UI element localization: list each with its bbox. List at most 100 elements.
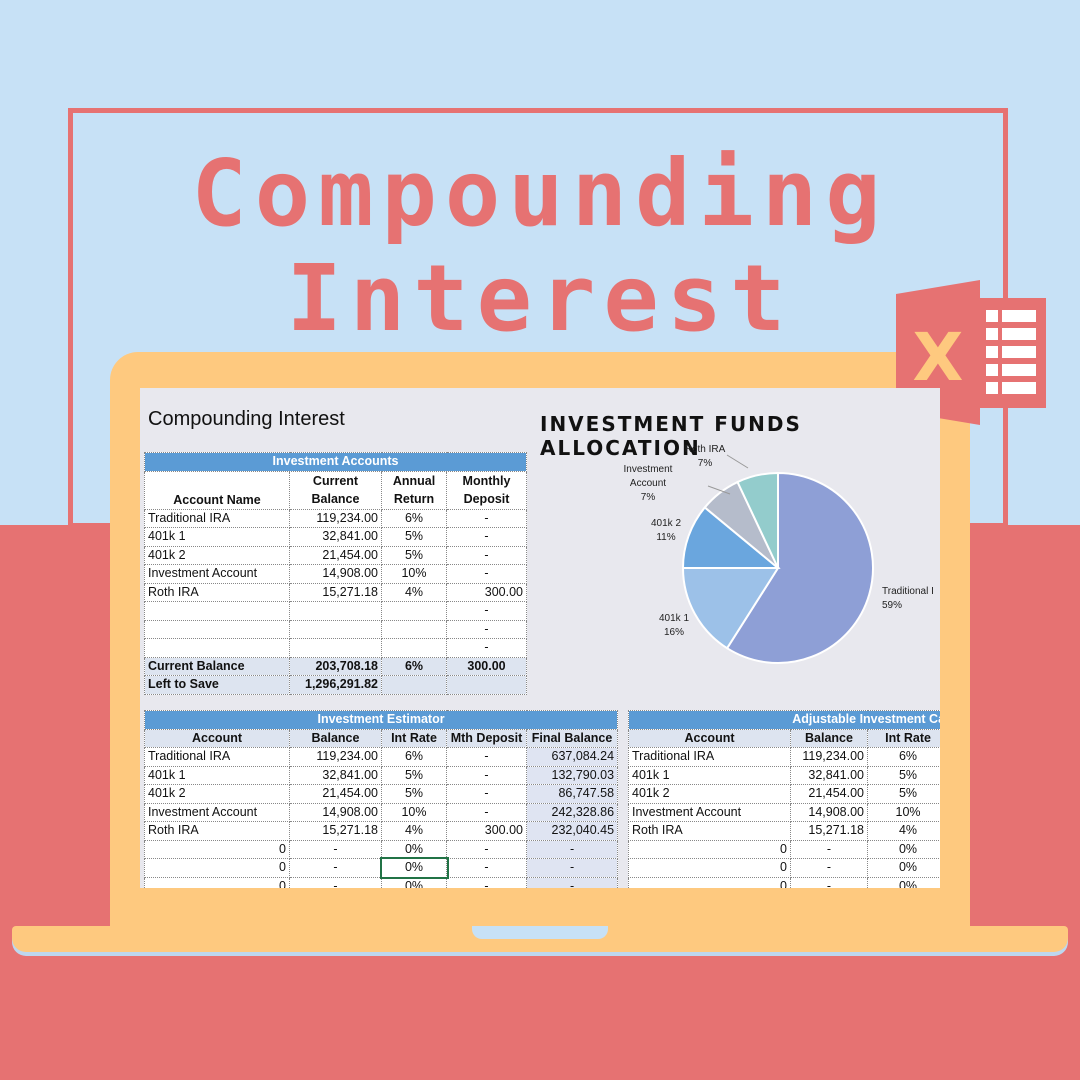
table-cell[interactable]: 21,454.00 — [790, 784, 868, 804]
table-cell[interactable]: 0 — [628, 858, 791, 878]
table-cell[interactable]: 401k 2 — [144, 784, 290, 804]
table-cell[interactable]: 5% — [866, 765, 940, 785]
table-cell[interactable]: 401k 2 — [628, 784, 791, 804]
table-cell[interactable]: 5% — [866, 784, 940, 804]
table-cell[interactable]: 401k 2 — [144, 545, 290, 565]
table-cell[interactable]: Roth IRA — [144, 821, 290, 841]
table-cell[interactable]: 0% — [866, 839, 940, 859]
table-cell[interactable]: 0% — [866, 858, 940, 878]
pie-slice-label: Roth IRA — [685, 444, 726, 455]
table-cell[interactable]: - — [289, 876, 382, 888]
table-cell[interactable]: 15,271.18 — [790, 821, 868, 841]
table-row: 0-0% — [628, 876, 940, 888]
table-cell[interactable] — [445, 675, 528, 695]
table-cell[interactable]: 10% — [866, 802, 940, 822]
table-cell[interactable]: - — [446, 747, 527, 767]
table-cell[interactable]: 0 — [144, 839, 290, 859]
table-cell[interactable]: - — [446, 765, 527, 785]
table-cell[interactable]: 0 — [144, 858, 290, 878]
table-cell[interactable]: 401k 1 — [144, 765, 290, 785]
table-cell[interactable]: 21,454.00 — [289, 545, 382, 565]
current-balance-label: Current Balance — [144, 656, 290, 676]
table-cell[interactable]: Investment Account — [628, 802, 791, 822]
estimator-table-header: Investment Estimator — [143, 710, 619, 730]
table-cell[interactable]: 0% — [379, 856, 449, 879]
table-cell[interactable]: 0 — [628, 839, 791, 859]
table-cell[interactable]: 6% — [381, 747, 447, 767]
table-cell[interactable]: - — [446, 784, 527, 804]
table-cell[interactable]: 4% — [866, 821, 940, 841]
table-cell[interactable]: 14,908.00 — [790, 802, 868, 822]
pie-slice-percent: 7% — [698, 458, 713, 469]
pie-leader-line — [726, 454, 749, 469]
spreadsheet-screen: Compounding Interest INVESTMENT FUNDS AL… — [140, 388, 940, 888]
table-cell[interactable]: 4% — [381, 821, 447, 841]
table-row: 0-0% - - — [144, 839, 619, 859]
column-header: Final Balance — [525, 728, 619, 748]
table-cell[interactable]: 21,454.00 — [289, 784, 382, 804]
table-cell[interactable]: - — [289, 839, 382, 859]
table-cell[interactable]: Roth IRA — [628, 821, 791, 841]
pie-slice-label: Traditional I — [882, 586, 934, 597]
current-balance-total[interactable]: 203,708.18 — [289, 656, 382, 676]
table-cell[interactable]: 15,271.18 — [289, 821, 382, 841]
table-cell[interactable]: - — [446, 839, 527, 859]
table-cell[interactable]: - — [289, 858, 382, 878]
table-cell[interactable]: 6% — [866, 747, 940, 767]
table-cell[interactable]: 0 — [628, 876, 791, 888]
table-row: Traditional IRA 119,234.00 6% — [628, 747, 940, 767]
table-cell[interactable]: - — [525, 858, 619, 878]
table-cell[interactable]: 0% — [866, 876, 940, 888]
table-cell[interactable]: Investment Account — [144, 802, 290, 822]
headline-line-1: Compounding — [191, 140, 889, 247]
table-cell[interactable]: 637,084.24 — [525, 747, 619, 767]
table-cell[interactable]: - — [446, 876, 527, 888]
table-cell[interactable]: 119,234.00 — [289, 508, 382, 528]
table-cell[interactable]: - — [525, 839, 619, 859]
table-cell[interactable]: 86,747.58 — [525, 784, 619, 804]
table-cell[interactable]: Traditional IRA — [628, 747, 791, 767]
table-cell[interactable]: 132,790.03 — [525, 765, 619, 785]
table-cell[interactable]: 32,841.00 — [790, 765, 868, 785]
column-header: Int Rate — [866, 728, 940, 748]
table-row: 0-0% - - — [144, 876, 619, 888]
table-cell[interactable]: 10% — [381, 564, 447, 584]
table-cell[interactable]: 242,328.86 — [525, 802, 619, 822]
table-cell[interactable]: 401k 1 — [628, 765, 791, 785]
table-cell[interactable]: - — [790, 839, 868, 859]
table-cell[interactable]: 0% — [381, 876, 447, 888]
pie-slice — [725, 471, 874, 664]
table-cell[interactable] — [381, 675, 447, 695]
table-cell[interactable]: - — [446, 802, 527, 822]
table-cell[interactable]: Traditional IRA — [144, 747, 290, 767]
table-cell[interactable]: 300.00 — [446, 821, 527, 841]
table-cell[interactable]: 119,234.00 — [790, 747, 868, 767]
table-cell[interactable]: Traditional IRA — [144, 508, 290, 528]
table-cell[interactable]: 0% — [381, 839, 447, 859]
pie-slice-label: 401k 1 — [659, 613, 689, 624]
pie-slice — [736, 471, 779, 569]
column-header: Int Rate — [381, 728, 447, 748]
table-cell[interactable]: - — [790, 876, 868, 888]
table-cell[interactable]: 5% — [381, 784, 447, 804]
table-cell[interactable]: - — [525, 876, 619, 888]
table-cell[interactable]: 5% — [381, 765, 447, 785]
table-cell[interactable]: 232,040.45 — [525, 821, 619, 841]
table-cell[interactable]: 119,234.00 — [289, 747, 382, 767]
table-cell[interactable]: - — [790, 858, 868, 878]
column-header: Current Balance — [289, 470, 382, 510]
pie-slice-percent: 7% — [641, 492, 656, 503]
table-cell[interactable]: Roth IRA — [144, 582, 290, 602]
table-cell[interactable]: - — [446, 858, 527, 878]
investment-accounts-table: Investment Accounts Account Name Current… — [143, 452, 528, 695]
table-cell[interactable]: 0 — [144, 876, 290, 888]
table-cell[interactable]: 10% — [381, 802, 447, 822]
pie-slice-label: 401k 2 — [651, 518, 681, 529]
pie-slice-percent: 11% — [656, 532, 675, 543]
table-cell[interactable]: 14,908.00 — [289, 802, 382, 822]
table-cell[interactable]: 32,841.00 — [289, 765, 382, 785]
left-to-save-value[interactable]: 1,296,291.82 — [289, 675, 382, 695]
investment-estimator-table: Investment Estimator Account Balance Int R… — [143, 710, 619, 888]
column-header: Balance — [289, 728, 382, 748]
pie-slice-label: Investment — [624, 464, 673, 475]
